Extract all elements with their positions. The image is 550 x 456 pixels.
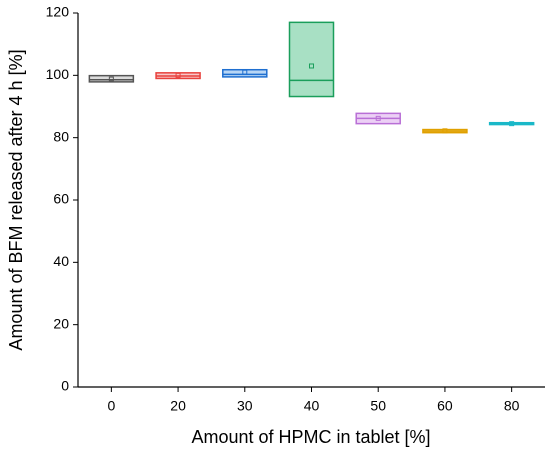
y-tick-label: 100 bbox=[46, 66, 70, 82]
y-tick-label: 60 bbox=[53, 191, 69, 207]
x-tick-label: 50 bbox=[370, 398, 386, 414]
y-tick-label: 20 bbox=[53, 315, 69, 331]
x-tick-label: 60 bbox=[437, 398, 453, 414]
mean-marker bbox=[309, 63, 314, 69]
y-tick-label: 40 bbox=[53, 253, 69, 269]
mean-marker bbox=[175, 72, 181, 78]
mean-marker bbox=[509, 121, 515, 127]
mean-marker bbox=[108, 76, 114, 82]
x-tick-label: 30 bbox=[237, 398, 253, 414]
y-axis-label: Amount of BFM released after 4 h [%] bbox=[6, 49, 26, 350]
mean-marker bbox=[442, 128, 448, 134]
x-tick-label: 40 bbox=[304, 398, 320, 414]
box bbox=[288, 21, 335, 98]
mean-marker bbox=[375, 115, 381, 121]
x-axis-label: Amount of HPMC in tablet [%] bbox=[191, 427, 430, 447]
x-tick-label: 20 bbox=[170, 398, 186, 414]
y-tick-label: 80 bbox=[53, 128, 69, 144]
box bbox=[222, 68, 268, 78]
x-tick-label: 80 bbox=[504, 398, 520, 414]
mean-marker bbox=[242, 69, 248, 75]
y-tick-label: 120 bbox=[46, 4, 70, 20]
x-tick-label: 0 bbox=[107, 398, 115, 414]
box bbox=[88, 74, 135, 83]
y-tick-label: 0 bbox=[61, 378, 69, 394]
